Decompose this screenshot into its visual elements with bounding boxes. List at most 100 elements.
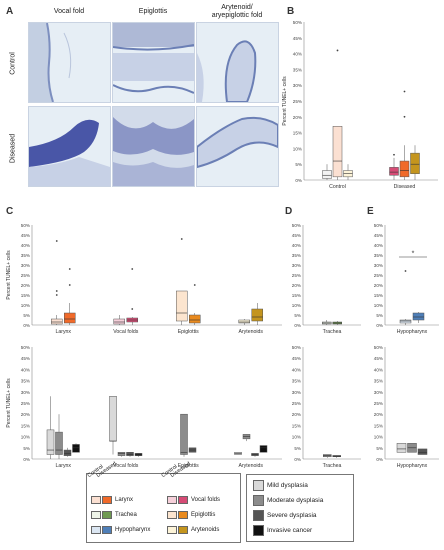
- micrograph-diseased-epiglottis: [112, 106, 195, 187]
- legend-item-mild-dysplasia: Mild dysplasia: [253, 480, 308, 491]
- y-tick-label: 50%: [292, 345, 301, 350]
- y-tick-label: 35%: [21, 253, 30, 258]
- legend-swatch-diseased: [178, 526, 188, 534]
- micrograph-control-arytenoid: [196, 22, 279, 103]
- legend-severity: Mild dysplasia Moderate dysplasia Severe d…: [246, 474, 354, 542]
- y-tick-label: 25%: [374, 273, 383, 278]
- y-tick-label: 25%: [292, 273, 301, 278]
- legend-swatch-control: [167, 496, 177, 504]
- y-tick-label: 20%: [374, 283, 383, 288]
- y-tick-label: 0%: [376, 457, 383, 462]
- y-tick-label: 20%: [21, 283, 30, 288]
- y-tick-label: 25%: [292, 401, 301, 406]
- y-tick-label: 50%: [293, 20, 302, 25]
- y-tick-label: 5%: [376, 313, 383, 318]
- micrograph-control-vocal-fold: [28, 22, 111, 103]
- category-label: Epiglottis: [178, 463, 199, 469]
- y-tick-label: 25%: [374, 401, 383, 406]
- legend-label: Vocal folds: [191, 497, 221, 503]
- chart-panel-c-bottom: 0% 5% 10% 15% 20% 25% 30% 35% 40% 45% 50% Percent T…: [6, 345, 282, 469]
- legend-label: Hypopharynx: [115, 527, 151, 533]
- category-label: Vocal folds: [113, 329, 138, 335]
- legend-label: Trachea: [115, 512, 137, 518]
- panel-c-letter: C: [6, 206, 14, 217]
- legend-label: Epiglottis: [191, 512, 216, 518]
- y-tick-label: 15%: [374, 293, 383, 298]
- legend-label: Arytenoids: [191, 527, 220, 533]
- legend-label: Larynx: [115, 497, 134, 503]
- category-label: Arytenoids: [238, 329, 263, 335]
- y-tick-label: 40%: [292, 367, 301, 372]
- box: [180, 413, 188, 455]
- box: [189, 314, 201, 324]
- y-tick-label: 45%: [293, 36, 302, 41]
- outlier-point: [393, 153, 395, 156]
- box: [238, 319, 250, 324]
- y-tick-label: 30%: [374, 263, 383, 268]
- chart-panel-d-top: 0% 5% 10% 15% 20% 25% 30% 35% 40% 45% 50% Trachea: [292, 223, 361, 335]
- y-tick-label: 35%: [21, 379, 30, 384]
- legend-item-epiglottis: Epiglottis: [167, 511, 215, 519]
- box: [396, 443, 407, 453]
- y-tick-label: 15%: [21, 423, 30, 428]
- y-tick-label: 20%: [374, 412, 383, 417]
- legend-item-hypopharynx: Hypopharynx: [91, 526, 150, 534]
- y-tick-label: 5%: [23, 446, 30, 451]
- chart-panel-e-top: 0% 5% 10% 15% 20% 25% 30% 35% 40% 45% 50% Hypophary…: [374, 223, 439, 335]
- row-title-control: Control: [9, 52, 17, 75]
- column-title-arytenoid: Arytenoid/ aryepiglottic fold: [211, 4, 263, 19]
- box: [399, 319, 412, 324]
- panel-d-letter: D: [285, 206, 293, 217]
- box: [72, 444, 80, 453]
- y-axis-title: Percent TUNEL+ cells: [6, 250, 12, 300]
- legend-swatch-diseased: [178, 496, 188, 504]
- y-tick-label: 40%: [374, 243, 383, 248]
- category-label: Hypopharynx: [397, 463, 428, 469]
- y-tick-label: 30%: [292, 263, 301, 268]
- y-tick-label: 40%: [21, 243, 30, 248]
- y-tick-label: 10%: [374, 435, 383, 440]
- y-tick-label: 25%: [293, 99, 302, 104]
- y-tick-label: 15%: [293, 131, 302, 136]
- column-title-epiglottis: Epiglottis: [138, 8, 168, 15]
- legend-item-severe-dysplasia: Severe dysplasia: [253, 510, 317, 521]
- legend-item-larynx: Larynx: [91, 496, 133, 504]
- y-tick-label: 50%: [374, 223, 383, 228]
- y-tick-label: 0%: [295, 178, 302, 183]
- box: [55, 431, 63, 455]
- legend-item-vocal-folds: Vocal folds: [167, 496, 220, 504]
- outlier-point: [403, 115, 406, 118]
- legend-swatch-control: [91, 496, 101, 504]
- y-tick-label: 30%: [21, 263, 30, 268]
- y-tick-label: 20%: [292, 283, 301, 288]
- y-tick-label: 50%: [21, 223, 30, 228]
- outlier-point: [193, 284, 196, 286]
- box: [117, 452, 126, 456]
- box: [64, 312, 76, 324]
- y-tick-label: 10%: [21, 303, 30, 308]
- micrograph-diseased-vocal-fold: [28, 106, 111, 187]
- y-tick-label: 45%: [292, 233, 301, 238]
- y-tick-label: 5%: [23, 313, 30, 318]
- outlier-point: [336, 49, 339, 52]
- panel-a-letter: A: [6, 6, 14, 17]
- legend-swatch-diseased: [178, 511, 188, 519]
- chart-panel-c-top: 0% 5% 10% 15% 20% 25% 30% 35% 40% 45% 50% Percent T…: [6, 223, 282, 335]
- legend-swatch: [253, 525, 264, 536]
- y-tick-label: 45%: [21, 233, 30, 238]
- y-tick-label: 40%: [292, 243, 301, 248]
- box: [176, 290, 188, 322]
- legend-swatch: [253, 510, 264, 521]
- legend-label: Severe dysplasia: [267, 512, 317, 519]
- legend-swatch-diseased: [102, 496, 112, 504]
- legend-swatch-control: [91, 526, 101, 534]
- box: [399, 160, 410, 178]
- y-tick-label: 35%: [292, 379, 301, 384]
- y-tick-label: 35%: [293, 67, 302, 72]
- legend-item-arytenoids: Arytenoids: [167, 526, 219, 534]
- category-label: Trachea: [323, 463, 342, 469]
- outlier-point: [404, 270, 407, 272]
- outlier-point: [55, 290, 58, 292]
- legend-label: Moderate dysplasia: [267, 497, 324, 504]
- y-tick-label: 25%: [21, 273, 30, 278]
